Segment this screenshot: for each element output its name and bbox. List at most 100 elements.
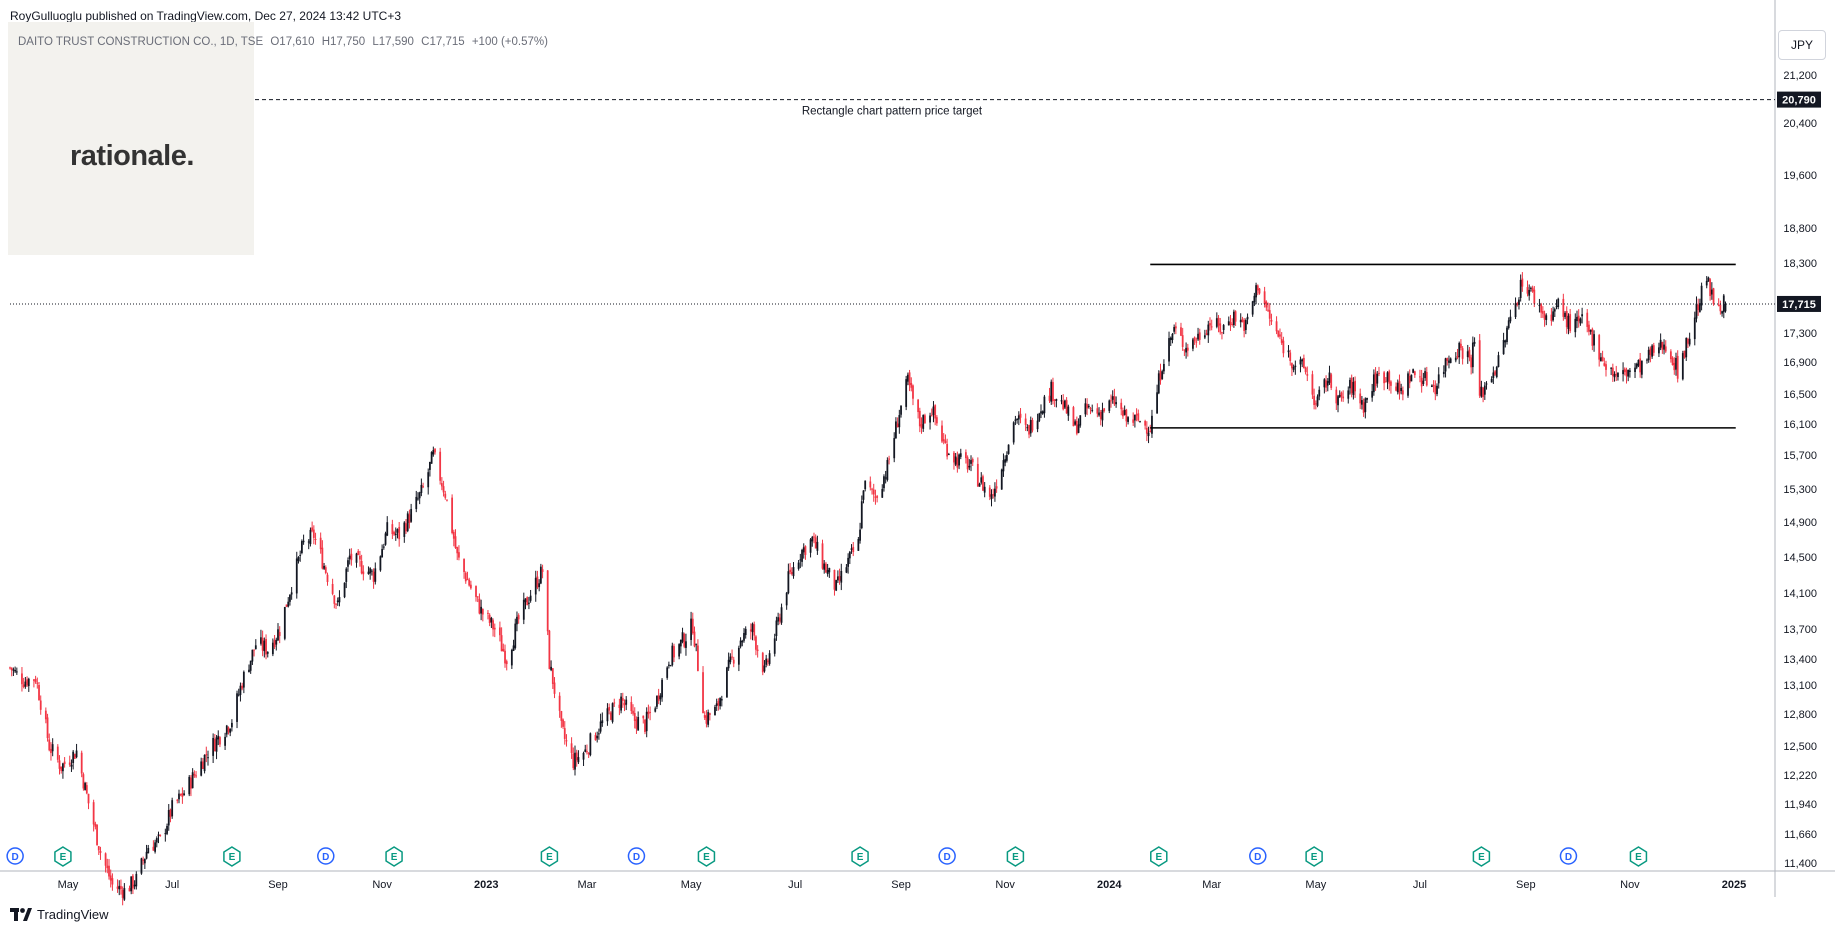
- candle-body: [661, 679, 663, 698]
- candle-body: [978, 483, 981, 487]
- candle-body: [1115, 402, 1118, 405]
- candle-body: [1195, 341, 1198, 343]
- price-tick-label: 18,300: [1783, 258, 1817, 270]
- candle-body: [1603, 363, 1606, 366]
- candle-body: [408, 514, 411, 523]
- candle-body: [84, 783, 87, 791]
- earnings-marker-letter: E: [1478, 852, 1485, 863]
- candle-body: [860, 501, 863, 529]
- candle-body: [1565, 310, 1568, 328]
- candle-body: [396, 529, 399, 533]
- candle-body: [1533, 289, 1536, 304]
- price-tick-label: 13,700: [1783, 624, 1817, 636]
- candle-body: [227, 727, 230, 732]
- candle-body: [171, 800, 174, 817]
- candle-body: [1065, 400, 1068, 414]
- candle-body: [1108, 400, 1111, 411]
- candle-body: [1347, 390, 1350, 399]
- candle-body: [1077, 424, 1080, 433]
- close-value: C17,715: [421, 36, 465, 48]
- candle-body: [155, 838, 158, 843]
- candle-body: [85, 785, 88, 794]
- symbol-legend[interactable]: DAITO TRUST CONSTRUCTION CO., 1D, TSE O1…: [18, 36, 552, 48]
- candle-body: [1697, 304, 1700, 311]
- candle-body: [669, 665, 672, 667]
- candle-body: [898, 415, 901, 428]
- candle-body: [1424, 371, 1426, 379]
- candle-body: [666, 667, 669, 678]
- price-tick-label: 18,800: [1783, 223, 1817, 235]
- candle-body: [1516, 302, 1519, 306]
- candle-body: [667, 664, 670, 666]
- candle-body: [790, 571, 793, 574]
- candle-body: [1388, 371, 1391, 384]
- candle-body: [553, 682, 556, 694]
- candle-body: [864, 480, 867, 490]
- candle-body: [941, 425, 943, 442]
- candle-body: [1519, 279, 1522, 298]
- candle-body: [558, 695, 561, 711]
- candle-body: [62, 763, 64, 772]
- candle-body: [360, 561, 363, 574]
- candle-body: [14, 670, 17, 672]
- tradingview-footer[interactable]: TradingView: [10, 907, 109, 922]
- candle-body: [726, 667, 728, 698]
- candle-body: [1270, 319, 1273, 322]
- candle-body: [1050, 381, 1053, 402]
- candle-body: [720, 699, 723, 701]
- candle-body: [550, 666, 553, 671]
- candle-body: [1149, 430, 1152, 433]
- candle-body: [536, 576, 539, 588]
- candle-body: [439, 451, 442, 481]
- candle-body: [1521, 278, 1524, 287]
- candle-body: [290, 592, 293, 595]
- candle-body: [1378, 372, 1380, 374]
- candle-body: [821, 543, 824, 569]
- candle-body: [1325, 380, 1327, 388]
- currency-button[interactable]: JPY: [1778, 30, 1826, 60]
- candle-body: [39, 700, 42, 710]
- candle-body: [1419, 376, 1421, 378]
- candle-body: [326, 574, 329, 582]
- candle-body: [225, 725, 228, 735]
- candle-body: [1444, 358, 1447, 372]
- candle-body: [1442, 371, 1445, 375]
- time-axis: May Jul Sep Nov 2023 Mar May Jul Sep Nov 2024 Mar Ma…: [58, 879, 1747, 891]
- candle-body: [606, 708, 609, 722]
- candle-body: [140, 858, 143, 874]
- candle-body: [1335, 389, 1338, 404]
- candle-body: [630, 702, 633, 712]
- candle-body: [359, 555, 361, 560]
- candle-body: [932, 406, 935, 416]
- candle-body: [229, 728, 232, 733]
- candle-body: [635, 719, 638, 729]
- price-tick-label: 13,400: [1783, 654, 1817, 666]
- candle-body: [1337, 396, 1339, 406]
- candle-body: [632, 710, 634, 714]
- candle-body: [1113, 396, 1116, 405]
- candle-body: [1540, 304, 1543, 313]
- candle-body: [992, 494, 995, 496]
- candle-body: [529, 595, 532, 601]
- candle-body: [1588, 324, 1590, 332]
- candle-body: [300, 541, 303, 554]
- brand-logo: rationale.: [70, 140, 194, 172]
- candle-body: [348, 555, 351, 559]
- candle-body: [789, 569, 791, 573]
- candle-body: [888, 458, 890, 460]
- candle-body: [1531, 287, 1534, 292]
- candle-body: [1004, 459, 1007, 463]
- earnings-marker-letter: E: [391, 852, 398, 863]
- candle-body: [572, 753, 575, 769]
- candle-body: [241, 685, 244, 689]
- candle-body: [135, 873, 138, 887]
- candle-body: [285, 604, 288, 607]
- candle-body: [1366, 397, 1368, 400]
- candle-body: [823, 563, 826, 570]
- candle-body: [1326, 381, 1329, 386]
- candle-body: [278, 631, 281, 637]
- candle-body: [1541, 310, 1544, 314]
- candle-body: [36, 682, 39, 684]
- candle-body: [678, 644, 681, 657]
